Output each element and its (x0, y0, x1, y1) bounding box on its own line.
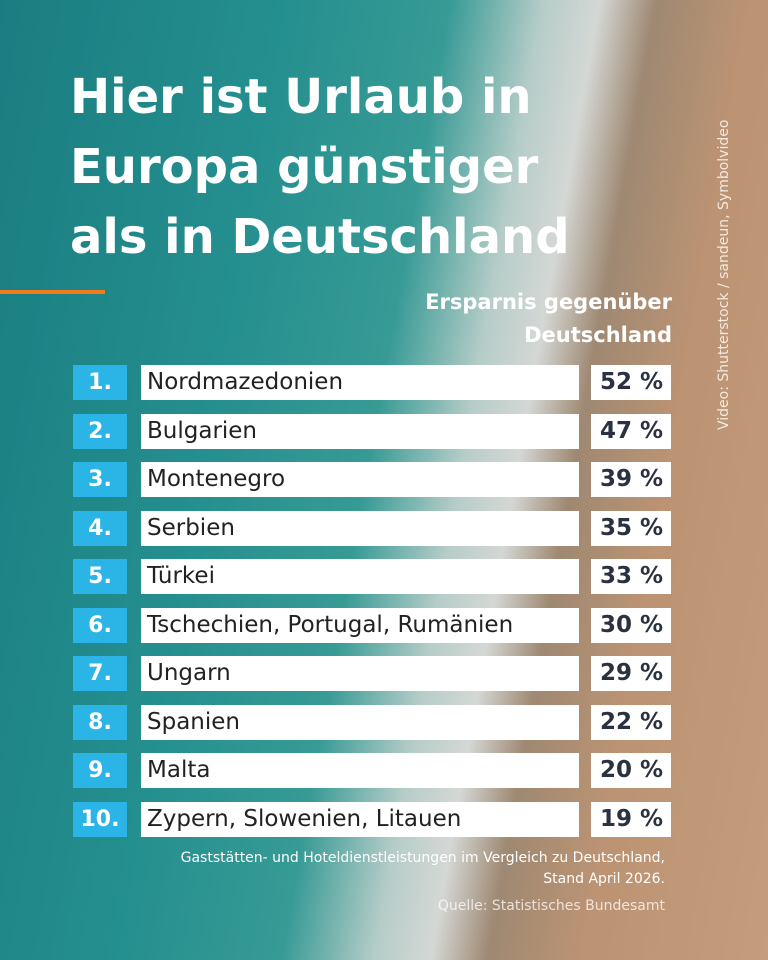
rank: 5. (73, 559, 127, 594)
savings: 30 % (591, 607, 671, 643)
country: Zypern, Slowenien, Litauen (141, 801, 579, 837)
title-line: Hier ist Urlaub in (70, 69, 532, 125)
subtitle: Ersparnis gegenüber Deutschland (425, 286, 672, 352)
country: Serbien (141, 510, 579, 546)
country: Spanien (141, 704, 579, 740)
title-line: als in Deutschland (70, 209, 570, 265)
rank: 8. (73, 704, 127, 740)
title-line: Europa günstiger (70, 139, 539, 195)
country: Ungarn (141, 656, 579, 691)
savings: 29 % (591, 656, 671, 691)
rank: 3. (73, 462, 127, 497)
table-row: 8. Spanien 22 % (73, 704, 671, 740)
country: Bulgarien (141, 413, 579, 449)
table-row: 1. Nordmazedonien 52 % (73, 365, 671, 400)
rank: 6. (73, 607, 127, 643)
footnote-line: Stand April 2026. (543, 871, 665, 887)
country: Nordmazedonien (141, 365, 579, 400)
savings: 22 % (591, 704, 671, 740)
title: Hier ist Urlaub in Europa günstiger als … (70, 62, 570, 272)
rank: 2. (73, 413, 127, 449)
table-row: 6. Tschechien, Portugal, Rumänien 30 % (73, 607, 671, 643)
footnote: Gaststätten- und Hoteldienstleistungen i… (181, 848, 665, 890)
table-row: 10. Zypern, Slowenien, Litauen 19 % (73, 801, 671, 837)
table-row: 7. Ungarn 29 % (73, 656, 671, 691)
rank: 9. (73, 753, 127, 788)
rank: 10. (73, 801, 127, 837)
rank: 1. (73, 365, 127, 400)
savings: 19 % (591, 801, 671, 837)
country: Malta (141, 753, 579, 788)
country: Montenegro (141, 462, 579, 497)
accent-line (0, 290, 105, 294)
table-row: 4. Serbien 35 % (73, 510, 671, 546)
savings: 47 % (591, 413, 671, 449)
table-row: 9. Malta 20 % (73, 753, 671, 788)
rank: 7. (73, 656, 127, 691)
savings: 52 % (591, 365, 671, 400)
table-row: 3. Montenegro 39 % (73, 462, 671, 497)
footnote-line: Gaststätten- und Hoteldienstleistungen i… (180, 850, 665, 866)
subtitle-line: Deutschland (524, 323, 672, 347)
table-row: 5. Türkei 33 % (73, 559, 671, 594)
rank: 4. (73, 510, 127, 546)
savings: 39 % (591, 462, 671, 497)
savings: 33 % (591, 559, 671, 594)
country: Türkei (141, 559, 579, 594)
savings: 20 % (591, 753, 671, 788)
savings: 35 % (591, 510, 671, 546)
source: Quelle: Statistisches Bundesamt (437, 898, 665, 914)
subtitle-line: Ersparnis gegenüber (425, 290, 672, 314)
table-row: 2. Bulgarien 47 % (73, 413, 671, 449)
country: Tschechien, Portugal, Rumänien (141, 607, 579, 643)
photo-credit: Video: Shutterstock / sandeun, Symbolvid… (716, 119, 732, 430)
